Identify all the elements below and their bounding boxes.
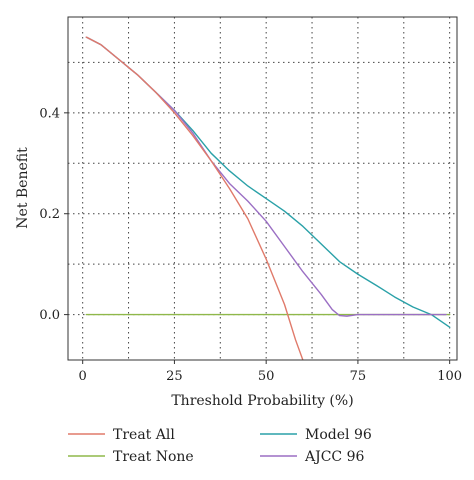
series-line-ajcc-96 <box>85 36 447 317</box>
series-lines <box>85 36 451 360</box>
grid <box>68 17 457 360</box>
series-line-treat-all <box>85 36 304 360</box>
series-line-model-96 <box>85 36 451 328</box>
x-tick-label: 100 <box>437 369 462 384</box>
x-tick-label: 50 <box>258 369 275 384</box>
y-tick-label: 0.4 <box>39 106 60 121</box>
x-tick-label: 75 <box>350 369 367 384</box>
legend-label-treat-none: Treat None <box>113 449 194 465</box>
plot-frame <box>67 16 458 361</box>
legend: Treat All Treat None Model 96 AJCC 96 <box>68 427 372 465</box>
x-axis-title: Threshold Probability (%) <box>171 393 353 409</box>
legend-label-ajcc-96: AJCC 96 <box>304 449 365 465</box>
y-axis-title: Net Benefit <box>15 147 31 229</box>
legend-label-treat-all: Treat All <box>113 427 175 443</box>
x-tick-label: 0 <box>79 369 87 384</box>
axis-ticks: 0 25 50 75 100 0.0 0.2 0.4 <box>39 106 462 384</box>
y-tick-label: 0.0 <box>39 308 60 323</box>
legend-label-model-96: Model 96 <box>305 427 372 443</box>
y-tick-label: 0.2 <box>39 207 60 222</box>
x-tick-label: 25 <box>166 369 183 384</box>
